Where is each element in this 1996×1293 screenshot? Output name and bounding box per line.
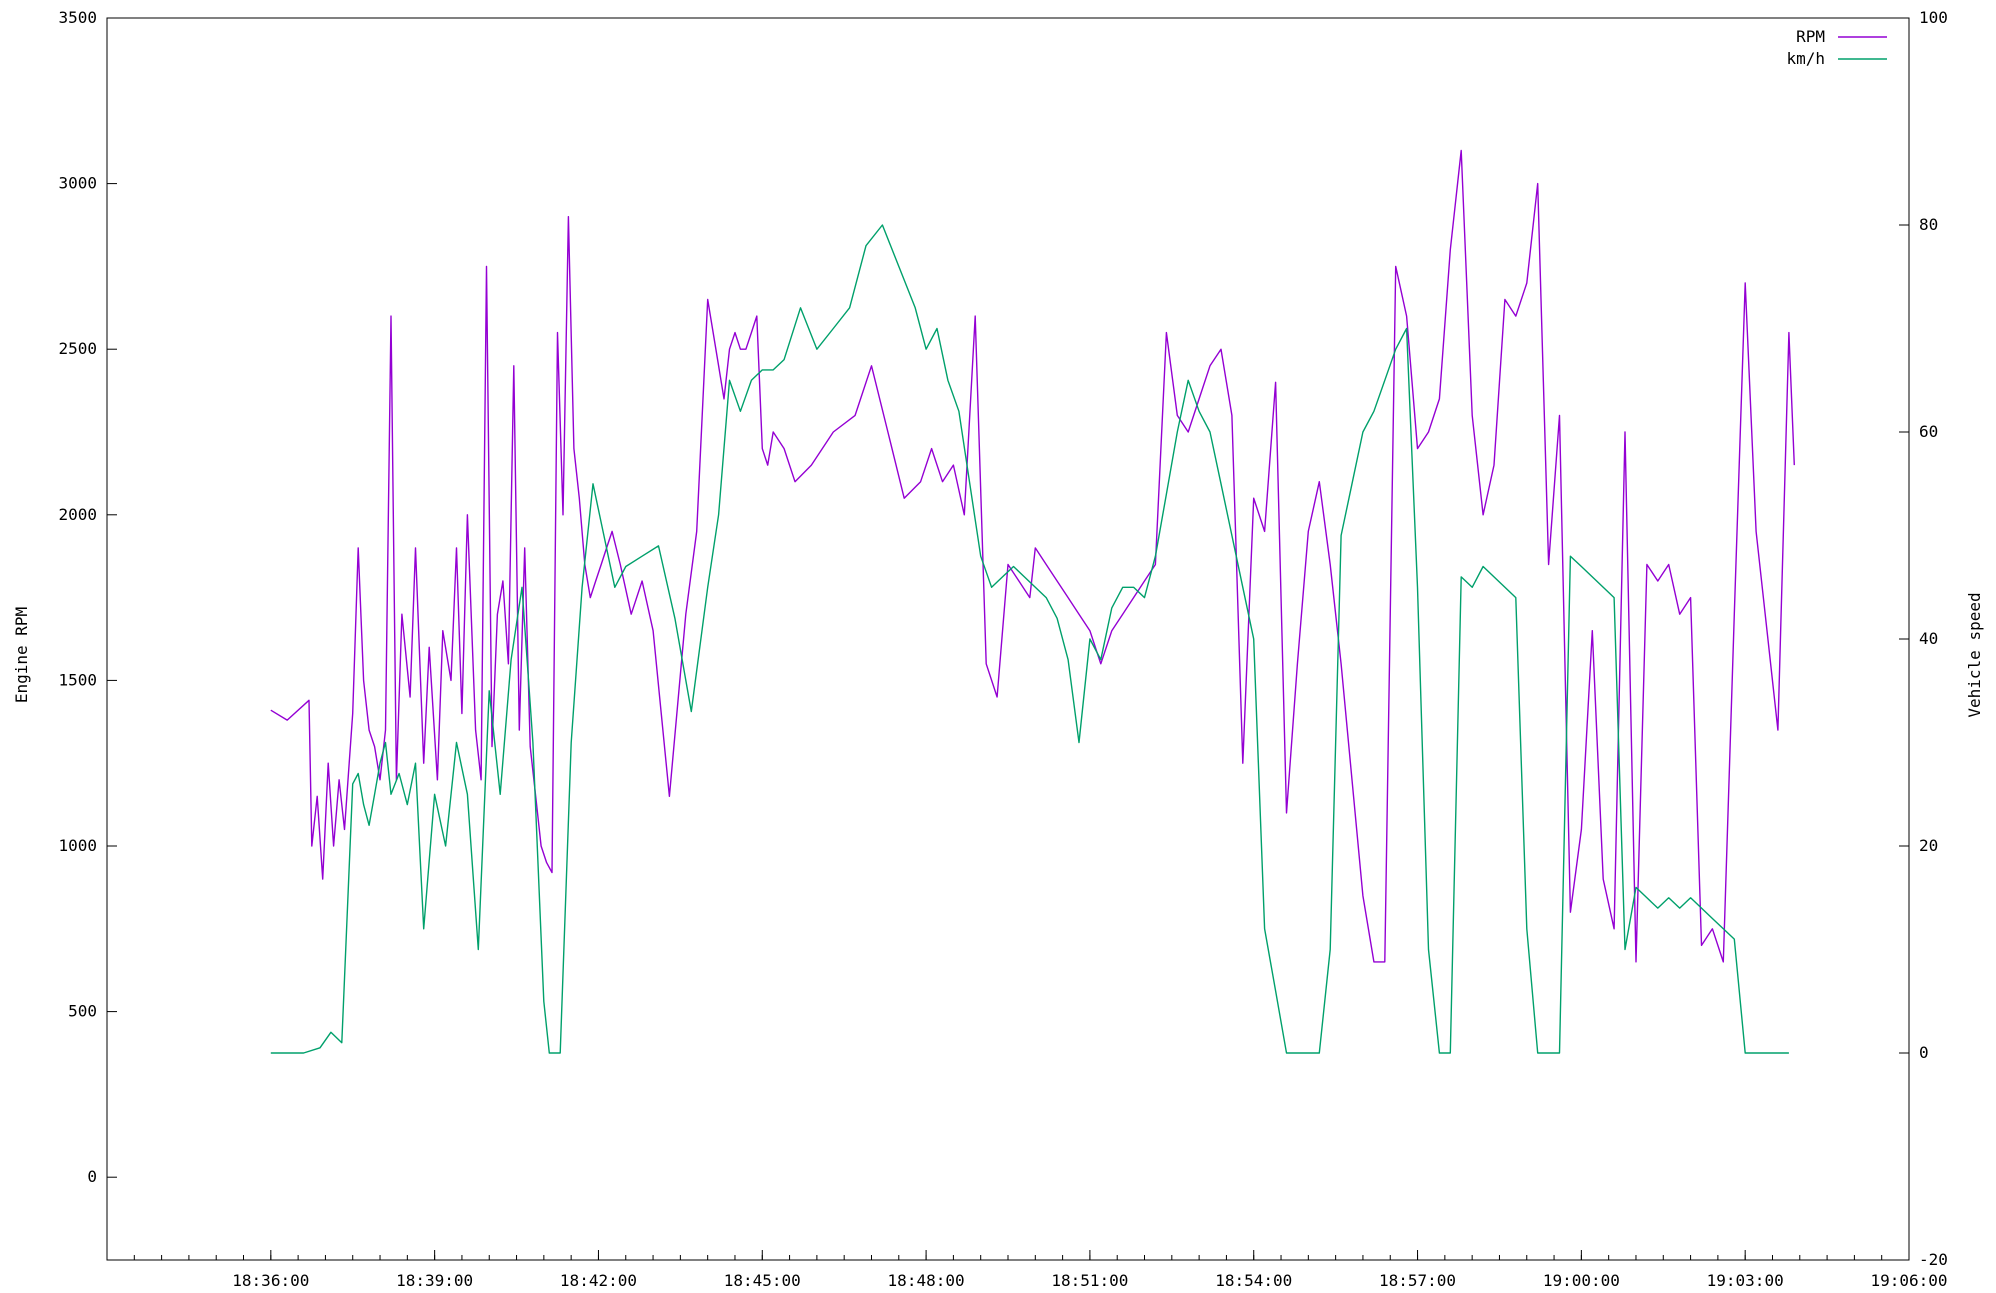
right-tick-label: 0 [1919,1043,1929,1062]
right-tick-label: -20 [1919,1250,1948,1269]
left-tick-label: 3500 [58,8,97,27]
x-tick-label: 18:42:00 [560,1271,637,1290]
legend-kmh-label: km/h [1786,49,1825,68]
left-tick-label: 2500 [58,339,97,358]
x-tick-label: 18:54:00 [1215,1271,1292,1290]
x-tick-label: 19:00:00 [1543,1271,1620,1290]
left-tick-label: 0 [87,1167,97,1186]
y-left-label: Engine RPM [12,607,31,703]
right-axis: -20 0 20 40 60 80 100 [1899,8,1948,1269]
x-tick-label: 18:45:00 [724,1271,801,1290]
rpm-series-line [270,149,1795,963]
x-axis: 18:36:00 18:39:00 18:42:00 18:45:00 18:48:00… [133,1250,1948,1290]
right-tick-label: 80 [1919,215,1938,234]
x-tick-label: 18:51:00 [1051,1271,1128,1290]
x-tick-label: 19:03:00 [1707,1271,1784,1290]
x-tick-label: 19:06:00 [1870,1271,1947,1290]
left-tick-label: 1500 [58,670,97,689]
x-tick-label: 18:36:00 [232,1271,309,1290]
left-tick-label: 2000 [58,505,97,524]
right-tick-label: 60 [1919,422,1938,441]
left-tick-label: 3000 [58,174,97,193]
left-axis: 0 500 1000 1500 2000 2500 3000 3500 [58,8,117,1186]
x-tick-label: 18:48:00 [888,1271,965,1290]
y-right-label: Vehicle speed [1965,592,1984,717]
x-tick-label: 18:39:00 [396,1271,473,1290]
right-tick-label: 40 [1919,629,1938,648]
right-tick-label: 20 [1919,836,1938,855]
left-tick-label: 500 [68,1002,97,1021]
legend-rpm-label: RPM [1796,27,1825,46]
x-tick-label: 18:57:00 [1379,1271,1456,1290]
left-tick-label: 1000 [58,836,97,855]
plot-frame [106,17,1910,1261]
legend: RPM km/h [1786,27,1887,68]
speed-series-line [270,224,1789,1054]
right-tick-label: 100 [1919,8,1948,27]
series-layer [270,149,1795,1054]
